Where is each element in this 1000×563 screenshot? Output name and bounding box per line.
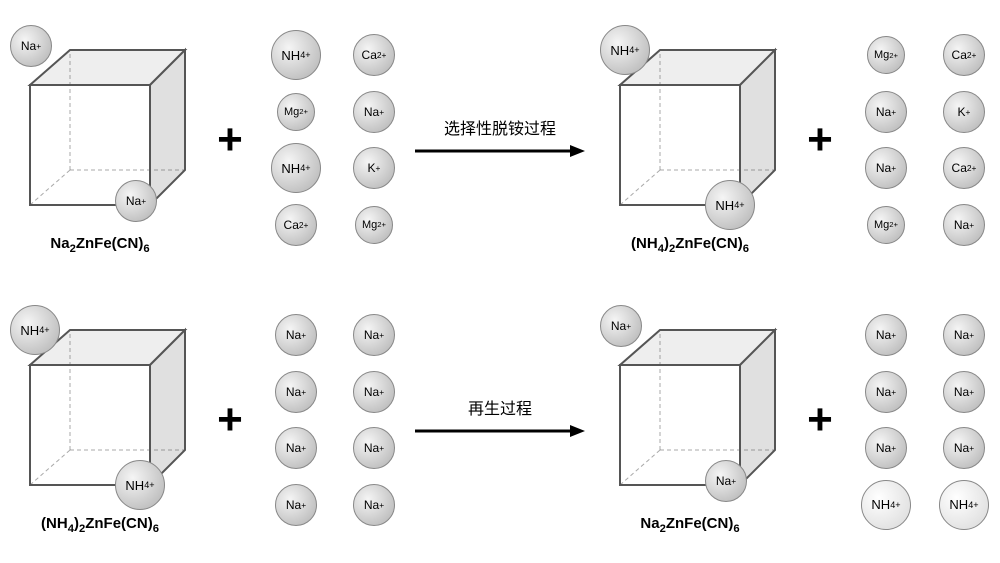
ion-Na+: Na+ [600,305,642,347]
ion-Na+: Na+ [705,460,747,502]
ion-K+: K+ [943,91,985,133]
ion-Na+: Na+ [275,427,317,469]
plus-icon: + [790,395,850,445]
ion-Na+: Na+ [353,314,395,356]
ion-K+: K+ [353,147,395,189]
arrow-r2: 再生过程 [410,395,590,446]
ion-NH4+: NH4+ [600,25,650,75]
plus-icon: + [200,395,260,445]
ion-Na+: Na+ [865,371,907,413]
ion-Na+: Na+ [275,371,317,413]
cube-label: Na2ZnFe(CN)6 [590,515,790,535]
ion-Ca2+: Ca2+ [353,34,395,76]
ion-Na+: Na+ [943,427,985,469]
arrow-label-r2: 再生过程 [410,395,590,419]
ion-Mg2+: Mg2+ [867,206,905,244]
ion-Na+: Na+ [865,427,907,469]
ion-Na+: Na+ [353,427,395,469]
ion-Na+: Na+ [353,371,395,413]
ion-Na+: Na+ [115,180,157,222]
ion-NH4+: NH4+ [115,460,165,510]
cube-label: (NH4)2ZnFe(CN)6 [590,235,790,255]
ion-Mg2+: Mg2+ [355,206,393,244]
ion-Ca2+: Ca2+ [943,147,985,189]
ion-Na+: Na+ [353,484,395,526]
ion-Na+: Na+ [275,314,317,356]
ion-grid-r2-right: Na+ Na+ Na+ Na+ Na+ Na+ NH4+ NH4+ [850,310,1000,530]
cube-right-2: Na+ Na+ Na2ZnFe(CN)6 [590,305,790,535]
arrow-icon [415,141,585,161]
plus-icon: + [790,115,850,165]
ion-Na+: Na+ [865,91,907,133]
ion-Na+: Na+ [353,91,395,133]
ion-NH4+: NH4+ [271,30,321,80]
ion-Mg2+: Mg2+ [277,93,315,131]
ion-grid-r2-left: Na+ Na+ Na+ Na+ Na+ Na+ Na+ Na+ [260,310,410,530]
cube-label: Na2ZnFe(CN)6 [0,235,200,255]
plus-icon: + [200,115,260,165]
ion-Na+: Na+ [943,314,985,356]
ion-Na+: Na+ [10,25,52,67]
ion-Ca2+: Ca2+ [275,204,317,246]
row-1: Na+ Na+ Na2ZnFe(CN)6 + NH4+Ca2+Mg2+Na+NH… [0,10,1000,270]
ion-grid-r1-right: Mg2+ Ca2+ Na+ K+ Na+ Ca2+ Mg2+ Na+ [850,30,1000,250]
cube-left-2: NH4+ NH4+ (NH4)2ZnFe(CN)6 [0,305,200,535]
ion-NH4+: NH4+ [271,143,321,193]
cube-left-1: Na+ Na+ Na2ZnFe(CN)6 [0,25,200,255]
ion-NH4+: NH4+ [939,480,989,530]
ion-Ca2+: Ca2+ [943,34,985,76]
row-2: NH4+ NH4+ (NH4)2ZnFe(CN)6 + Na+Na+Na+Na+… [0,290,1000,550]
arrow-icon [415,421,585,441]
cube-label: (NH4)2ZnFe(CN)6 [0,515,200,535]
arrow-r1: 选择性脱铵过程 [410,115,590,166]
arrow-label-r1: 选择性脱铵过程 [410,115,590,139]
ion-grid-r1-left: NH4+ Ca2+ Mg2+ Na+ NH4+ K+ Ca2+ Mg2+ [260,30,410,250]
ion-Mg2+: Mg2+ [867,36,905,74]
ion-Na+: Na+ [865,314,907,356]
ion-Na+: Na+ [943,371,985,413]
ion-Na+: Na+ [943,204,985,246]
ion-NH4+: NH4+ [861,480,911,530]
ion-NH4+: NH4+ [705,180,755,230]
cube-right-1: NH4+ NH4+ (NH4)2ZnFe(CN)6 [590,25,790,255]
ion-Na+: Na+ [275,484,317,526]
ion-Na+: Na+ [865,147,907,189]
ion-NH4+: NH4+ [10,305,60,355]
